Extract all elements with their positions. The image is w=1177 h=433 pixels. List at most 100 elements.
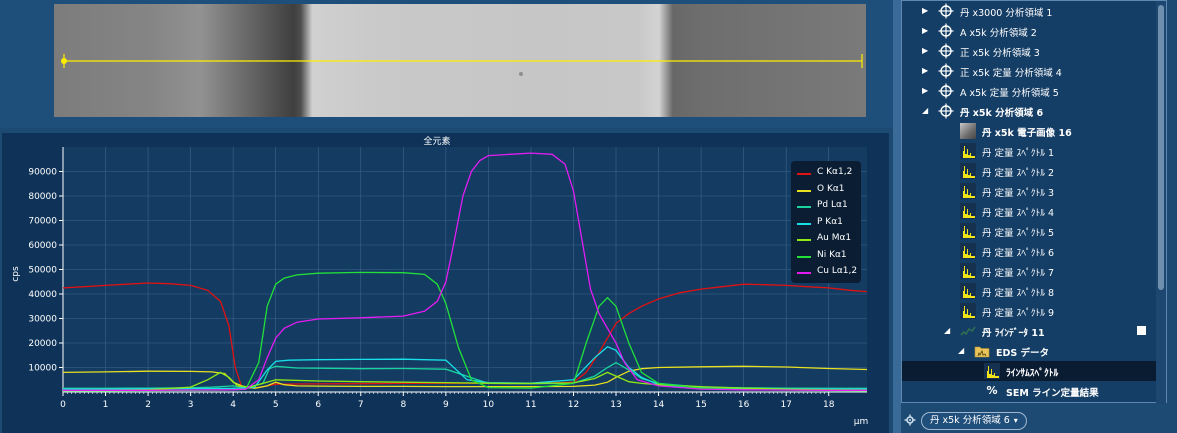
spectrum-icon <box>960 163 976 179</box>
expand-arrow-icon[interactable]: ▶ <box>922 26 929 35</box>
series-line-6 <box>63 152 867 391</box>
percent-icon: % <box>986 384 998 397</box>
x-tick-label: 5 <box>273 400 279 410</box>
x-tick-label: 9 <box>443 400 449 410</box>
expand-arrow-icon[interactable]: ▶ <box>922 46 929 55</box>
site-selector-dropdown[interactable]: 丹 x5k 分析領域 6 ▾ <box>921 412 1027 430</box>
tree-scrollbar[interactable] <box>1156 1 1166 404</box>
tree-item-6[interactable]: 丹 x5k 電子画像 16 <box>902 121 1158 141</box>
bottom-toolbar: 丹 x5k 分析領域 6 ▾ <box>901 404 1177 433</box>
chart-title: 全元素 <box>423 135 450 147</box>
tree-scroll-thumb[interactable] <box>1158 5 1164 290</box>
sem-electron-image <box>54 4 866 117</box>
legend-swatch <box>797 272 811 274</box>
legend-swatch <box>797 222 811 225</box>
tree-item-label: A x5k 定量 分析領域 5 <box>960 88 1059 99</box>
linescan-chart-pane: 全元素 cps μm 0 1 2 3 4 5 6 7 8 9 10 11 12 13 14 15 16 17 18 1… <box>2 133 889 433</box>
x-tick-label: 11 <box>525 400 536 410</box>
collapse-arrow-icon[interactable]: ◢ <box>958 346 965 355</box>
tree-item-14[interactable]: 丹 定量 ｽﾍﾟｸﾄﾙ 8 <box>902 281 1158 301</box>
tree-item-1[interactable]: ▶ A x5k 分析領域 2 <box>902 21 1158 41</box>
series-line-5 <box>63 271 868 392</box>
legend-swatch <box>797 206 811 208</box>
image-defect-spot <box>519 72 523 76</box>
tree-item-18[interactable]: ﾗｲﾝｻﾑｽﾍﾟｸﾄﾙ <box>902 361 1158 381</box>
spectrum-icon <box>960 223 976 239</box>
linescan-chart[interactable]: 全元素 cps μm 0 1 2 3 4 5 6 7 8 9 10 11 12 13 14 15 16 17 181… <box>2 133 889 433</box>
tree-item-label: 正 x5k 分析領域 3 <box>960 48 1040 59</box>
tree-item-label: 丹 定量 ｽﾍﾟｸﾄﾙ 2 <box>982 168 1055 179</box>
y-tick-label: 90000 <box>28 168 57 178</box>
expand-arrow-icon[interactable]: ▶ <box>922 86 929 95</box>
site-settings-icon[interactable] <box>904 414 916 426</box>
spectrum-icon <box>960 203 976 219</box>
tree-item-label: 丹 ﾗｲﾝﾃﾞｰﾀ 11 <box>982 328 1045 339</box>
crosshair-site-icon <box>938 83 954 99</box>
x-tick-label: 4 <box>230 400 236 410</box>
x-tick-label: 18 <box>823 400 835 410</box>
x-tick-label: 14 <box>653 400 665 410</box>
x-tick-label: 13 <box>610 400 621 410</box>
legend-label: O Kα1 <box>817 183 845 194</box>
tree-item-13[interactable]: 丹 定量 ｽﾍﾟｸﾄﾙ 7 <box>902 261 1158 281</box>
tree-item-label: 正 x5k 定量 分析領域 4 <box>960 68 1062 79</box>
chart-legend: C Kα1,2 O Kα1 Pd Lα1 P Kα1 Au Mα1 Ni Kα1 Cu Lα… <box>791 161 861 283</box>
legend-label: P Kα1 <box>817 216 843 227</box>
y-axis-label: cps <box>11 266 21 282</box>
legend-swatch <box>797 189 811 192</box>
collapse-arrow-icon[interactable]: ◢ <box>944 326 951 335</box>
tree-item-9[interactable]: 丹 定量 ｽﾍﾟｸﾄﾙ 3 <box>902 181 1158 201</box>
y-tick-label: 30000 <box>28 315 57 325</box>
expand-arrow-icon[interactable]: ▶ <box>922 6 929 15</box>
linescan-data-icon <box>960 323 976 339</box>
chevron-down-icon: ▾ <box>1013 416 1018 425</box>
tree-item-12[interactable]: 丹 定量 ｽﾍﾟｸﾄﾙ 6 <box>902 241 1158 261</box>
electron-image-pane <box>0 0 893 128</box>
y-tick-label: 80000 <box>28 192 57 202</box>
crosshair-site-icon <box>938 3 954 19</box>
collapse-arrow-icon[interactable]: ◢ <box>922 106 929 115</box>
tree-item-3[interactable]: ▶ 正 x5k 定量 分析領域 4 <box>902 61 1158 81</box>
tree-item-label: 丹 定量 ｽﾍﾟｸﾄﾙ 7 <box>982 268 1055 279</box>
x-tick-label: 0 <box>60 400 66 410</box>
crosshair-site-icon <box>938 43 954 59</box>
tree-item-label: A x5k 分析領域 2 <box>960 28 1037 39</box>
site-selector-value: 丹 x5k 分析領域 6 <box>930 415 1010 426</box>
expand-arrow-icon[interactable]: ▶ <box>922 66 929 75</box>
y-tick-label: 10000 <box>28 364 57 374</box>
tree-item-4[interactable]: ▶ A x5k 定量 分析領域 5 <box>902 81 1158 101</box>
electron-image-icon <box>960 123 976 139</box>
x-tick-label: 15 <box>695 400 706 410</box>
tree-item-7[interactable]: 丹 定量 ｽﾍﾟｸﾄﾙ 1 <box>902 141 1158 161</box>
line-scan-start-point[interactable] <box>61 58 67 64</box>
tree-item-label: EDS データ <box>996 348 1050 359</box>
tree-item-16[interactable]: ◢ 丹 ﾗｲﾝﾃﾞｰﾀ 11 <box>902 321 1158 341</box>
series-line-1 <box>62 365 868 389</box>
y-tick-label: 60000 <box>28 241 57 251</box>
tree-item-17[interactable]: ◢ EDS データ <box>902 341 1158 361</box>
tree-item-2[interactable]: ▶ 正 x5k 分析領域 3 <box>902 41 1158 61</box>
tree-item-19[interactable]: % SEM ライン定量結果 <box>902 381 1158 401</box>
tree-item-15[interactable]: 丹 定量 ｽﾍﾟｸﾄﾙ 9 <box>902 301 1158 321</box>
legend-label: C Kα1,2 <box>817 167 853 177</box>
crosshair-site-icon <box>938 63 954 79</box>
tree-item-label: ﾗｲﾝｻﾑｽﾍﾟｸﾄﾙ <box>1006 368 1059 379</box>
tree-item-5[interactable]: ◢ 丹 x5k 分析領域 6 <box>902 101 1158 121</box>
folder-icon <box>974 343 990 359</box>
y-tick-label: 70000 <box>28 217 57 227</box>
x-tick-label: 7 <box>358 400 364 410</box>
tree-item-8[interactable]: 丹 定量 ｽﾍﾟｸﾄﾙ 2 <box>902 161 1158 181</box>
tree-item-label: SEM ライン定量結果 <box>1006 388 1099 399</box>
pane-splitter[interactable] <box>893 0 901 433</box>
tree-item-0[interactable]: ▶ 丹 x3000 分析領域 1 <box>902 1 1158 21</box>
legend-label: Ni Kα1 <box>817 249 847 260</box>
spectrum-icon <box>960 183 976 199</box>
project-tree: ▶ 丹 x3000 分析領域 1 ▶ A x5k 分析領域 2 ▶ 正 x5k 分析領域 … <box>901 0 1167 404</box>
linedata-checkbox[interactable] <box>1137 326 1146 335</box>
y-tick-label: 40000 <box>28 290 57 300</box>
tree-item-label: 丹 定量 ｽﾍﾟｸﾄﾙ 3 <box>982 188 1055 199</box>
tree-item-10[interactable]: 丹 定量 ｽﾍﾟｸﾄﾙ 4 <box>902 201 1158 221</box>
x-tick-label: 3 <box>188 400 194 410</box>
legend-swatch <box>797 255 811 258</box>
tree-item-11[interactable]: 丹 定量 ｽﾍﾟｸﾄﾙ 5 <box>902 221 1158 241</box>
